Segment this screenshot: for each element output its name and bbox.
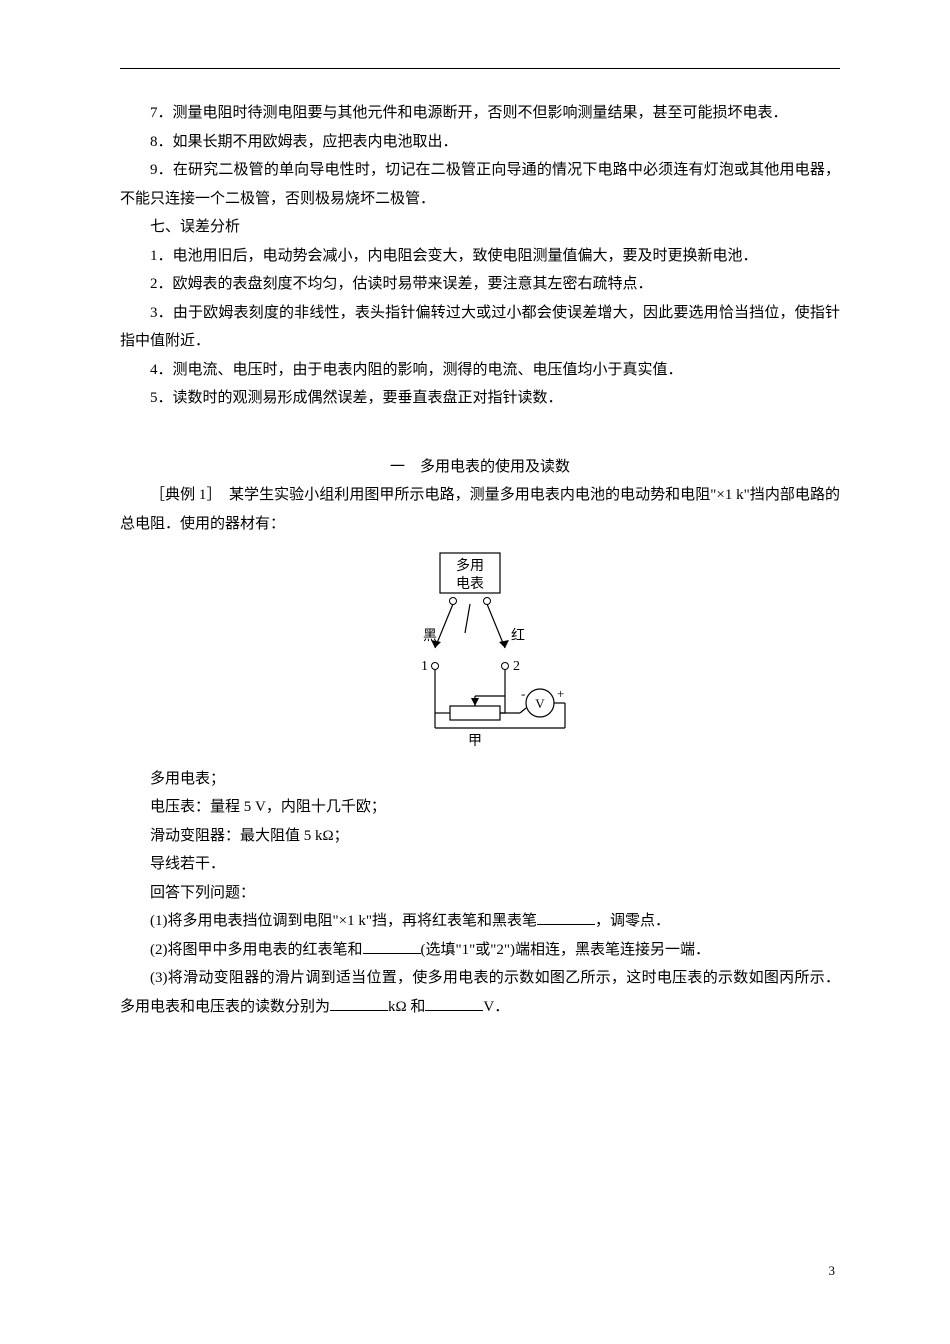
q1-text-a: (1)将多用电表挡位调到电阻"×1 k"挡，再将红表笔和黑表笔 xyxy=(150,913,537,929)
question-2: (2)将图甲中多用电表的红表笔和 (选填"1"或"2")端相连，黑表笔连接另一端． xyxy=(120,936,840,965)
err-1: 1．电池用旧后，电动势会减小，内电阻会变大，致使电阻测量值偏大，要及时更换新电池… xyxy=(120,242,840,271)
equip-1: 多用电表； xyxy=(120,765,840,794)
q2-text-a: (2)将图甲中多用电表的红表笔和 xyxy=(150,942,363,958)
label-plus: + xyxy=(557,686,564,701)
circuit-diagram-jia: 多用 电表 黑 红 1 2 xyxy=(120,548,840,759)
top-rule xyxy=(120,68,840,69)
circuit-svg: 多用 电表 黑 红 1 2 xyxy=(365,548,595,748)
example-1-intro: ［典例 1］ 某学生实验小组利用图甲所示电路，测量多用电表内电池的电动势和电阻"… xyxy=(120,481,840,538)
err-2: 2．欧姆表的表盘刻度不均匀，估读时易带来误差，要注意其左密右疏特点． xyxy=(120,270,840,299)
err-3: 3．由于欧姆表刻度的非线性，表头指针偏转过大或过小都会使误差增大，因此要选用恰当… xyxy=(120,299,840,356)
question-3: (3)将滑动变阻器的滑片调到适当位置，使多用电表的示数如图乙所示，这时电压表的示… xyxy=(120,964,840,1021)
label-red: 红 xyxy=(511,628,525,644)
q3-text-b: kΩ 和 xyxy=(388,999,425,1015)
page-number: 3 xyxy=(829,1259,836,1284)
equip-2: 电压表：量程 5 V，内阻十几千欧； xyxy=(120,793,840,822)
q1-text-b: ，调零点． xyxy=(595,913,670,929)
err-4: 4．测电流、电压时，由于电表内阻的影响，测得的电流、电压值均小于真实值． xyxy=(120,356,840,385)
err-5: 5．读数时的观测易形成偶然误差，要垂直表盘正对指针读数． xyxy=(120,384,840,413)
equip-5: 回答下列问题： xyxy=(120,879,840,908)
q2-blank xyxy=(363,938,421,954)
question-1: (1)将多用电表挡位调到电阻"×1 k"挡，再将红表笔和黑表笔 ，调零点． xyxy=(120,907,840,936)
q3-blank-2 xyxy=(425,995,483,1011)
q1-blank xyxy=(537,909,595,925)
label-node-1: 1 xyxy=(421,659,428,674)
meter-label-1: 多用 xyxy=(456,557,484,574)
heading-7: 七、误差分析 xyxy=(120,213,840,242)
equip-4: 导线若干． xyxy=(120,850,840,879)
label-v: V xyxy=(535,696,545,711)
section-1-title: 一 多用电表的使用及读数 xyxy=(120,453,840,482)
label-node-2: 2 xyxy=(513,659,520,674)
label-jia: 甲 xyxy=(468,734,482,748)
label-minus: - xyxy=(521,686,525,701)
q2-text-b: (选填"1"或"2")端相连，黑表笔连接另一端． xyxy=(421,942,710,958)
q3-text-c: V． xyxy=(483,999,509,1015)
para-9: 9．在研究二极管的单向导电性时，切记在二极管正向导通的情况下电路中必须连有灯泡或… xyxy=(120,156,840,213)
equip-3: 滑动变阻器：最大阻值 5 kΩ； xyxy=(120,822,840,851)
para-8: 8．如果长期不用欧姆表，应把表内电池取出． xyxy=(120,128,840,157)
meter-label-2: 电表 xyxy=(456,576,484,592)
label-black: 黑 xyxy=(423,629,437,644)
q3-blank-1 xyxy=(330,995,388,1011)
para-7: 7．测量电阻时待测电阻要与其他元件和电源断开，否则不但影响测量结果，甚至可能损坏… xyxy=(120,99,840,128)
